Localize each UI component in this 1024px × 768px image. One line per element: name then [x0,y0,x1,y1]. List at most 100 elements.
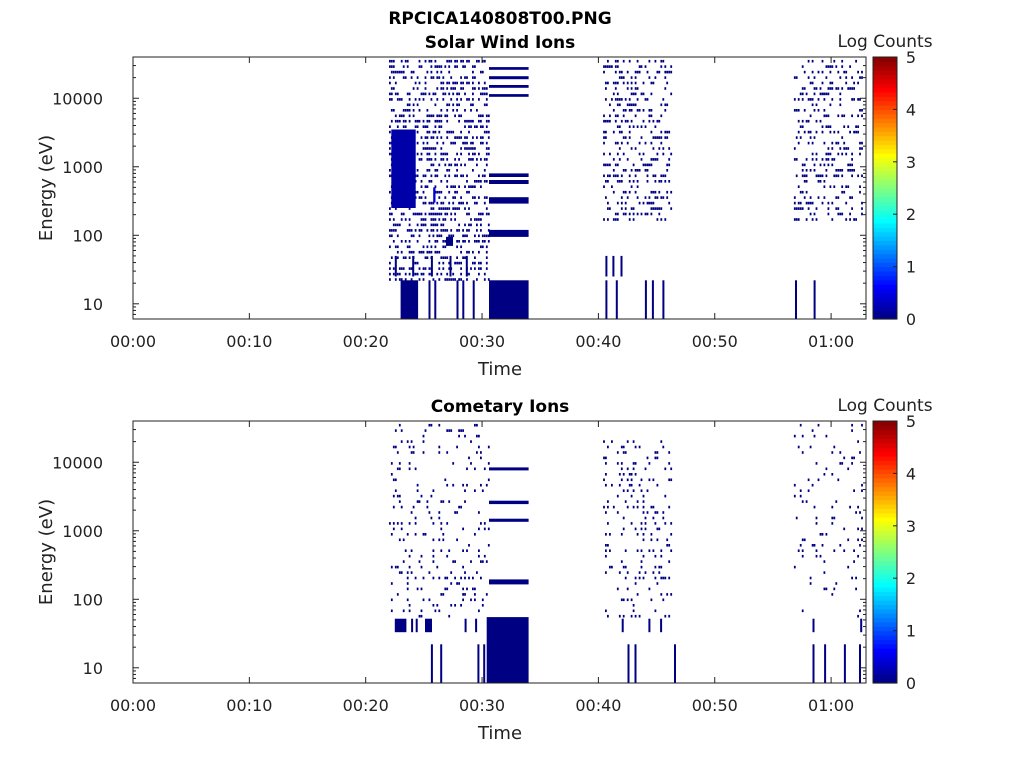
x-tick-label: 00:30 [459,332,505,351]
heatmap-cell [855,576,857,580]
heatmap-cell [456,109,458,112]
heatmap-cell [815,207,818,210]
heatmap-cell [474,467,476,471]
heatmap-cell [476,423,478,427]
heatmap-cell [472,169,474,172]
heatmap-cell [476,278,478,281]
heatmap-cell [622,212,625,216]
heatmap-cell [468,125,470,128]
heatmap-cell [485,98,488,101]
heatmap-cell [795,158,798,161]
heatmap-cell [394,119,397,123]
heatmap-cell [660,549,663,552]
heatmap-cell [626,489,629,492]
heatmap-cell [424,212,427,216]
heatmap-cell [829,81,832,85]
heatmap-cell [442,201,445,205]
heatmap-cell [622,169,625,172]
heatmap-cell [797,549,800,552]
heatmap-cell [616,152,619,156]
heatmap-cell [799,92,802,96]
heatmap-cell [612,255,615,277]
colorbar-segment [873,61,897,67]
heatmap-cell [666,81,669,85]
heatmap-cell [438,130,441,134]
heatmap-cell [470,218,472,221]
heatmap-cell [468,158,470,161]
heatmap-cell [859,109,861,112]
heatmap-cell [476,59,478,63]
heatmap-cell [472,185,474,188]
heatmap-cell [440,70,443,74]
heatmap-cell [605,511,607,514]
heatmap-cell [402,70,405,74]
heatmap-cell [489,280,529,319]
heatmap-cell [839,169,842,172]
heatmap-cell [474,218,476,221]
heatmap-cell [480,185,482,188]
heatmap-cell [817,174,820,178]
heatmap-cell [420,250,423,254]
heatmap-cell [456,280,459,319]
heatmap-cell [480,92,482,96]
heatmap-cell [640,92,643,96]
heatmap-cell [406,229,409,232]
colorbar-segment [873,174,897,180]
heatmap-cell [658,147,661,150]
heatmap-cell [640,565,643,569]
heatmap-cell [841,114,844,118]
heatmap-cell [454,141,456,145]
heatmap-cell [472,103,474,107]
heatmap-cell [446,207,449,210]
heatmap-cell [474,234,476,238]
colorbar-segment [873,70,897,76]
heatmap-cell [797,119,800,123]
heatmap-cell [390,462,393,465]
heatmap-cell [398,571,401,574]
heatmap-cell [440,229,443,232]
heatmap-cell [628,136,631,139]
heatmap-cell [630,76,633,79]
heatmap-cell [626,467,629,471]
heatmap-cell [628,483,631,487]
heatmap-cell [654,125,657,128]
heatmap-cell [483,81,486,85]
heatmap-cell [855,125,857,128]
heatmap-cell [480,245,482,249]
heatmap-cell [811,70,814,74]
heatmap-cell [644,141,647,145]
colorbar-segment [873,253,897,259]
heatmap-cell [859,185,861,188]
heatmap-cell [389,81,391,85]
heatmap-cell [487,527,490,531]
heatmap-cell [416,587,419,591]
heatmap-cell [470,103,472,107]
heatmap-cell [454,190,456,194]
colorbar-segment [873,538,897,544]
heatmap-cell [857,538,859,542]
heatmap-cell [442,218,445,221]
heatmap-cell [410,451,413,454]
heatmap-cell [837,169,840,172]
heatmap-cell [436,136,439,139]
heatmap-cell [622,516,625,520]
heatmap-cell [464,109,466,112]
heatmap-cell [454,158,456,161]
heatmap-cell [841,174,844,178]
heatmap-cell [837,478,840,482]
heatmap-cell [442,261,445,265]
heatmap-cell [470,109,472,112]
heatmap-cell [813,92,816,96]
heatmap-cell [394,223,397,227]
heatmap-cell [464,256,466,259]
heatmap-cell [821,544,824,547]
heatmap-cell [414,576,417,580]
heatmap-cell [632,125,635,128]
heatmap-cell [839,462,842,465]
heatmap-cell [448,278,451,281]
heatmap-cell [795,280,797,319]
heatmap-cell [400,218,403,221]
heatmap-cell [815,158,818,161]
heatmap-cell [819,163,822,167]
heatmap-cell [656,152,659,156]
